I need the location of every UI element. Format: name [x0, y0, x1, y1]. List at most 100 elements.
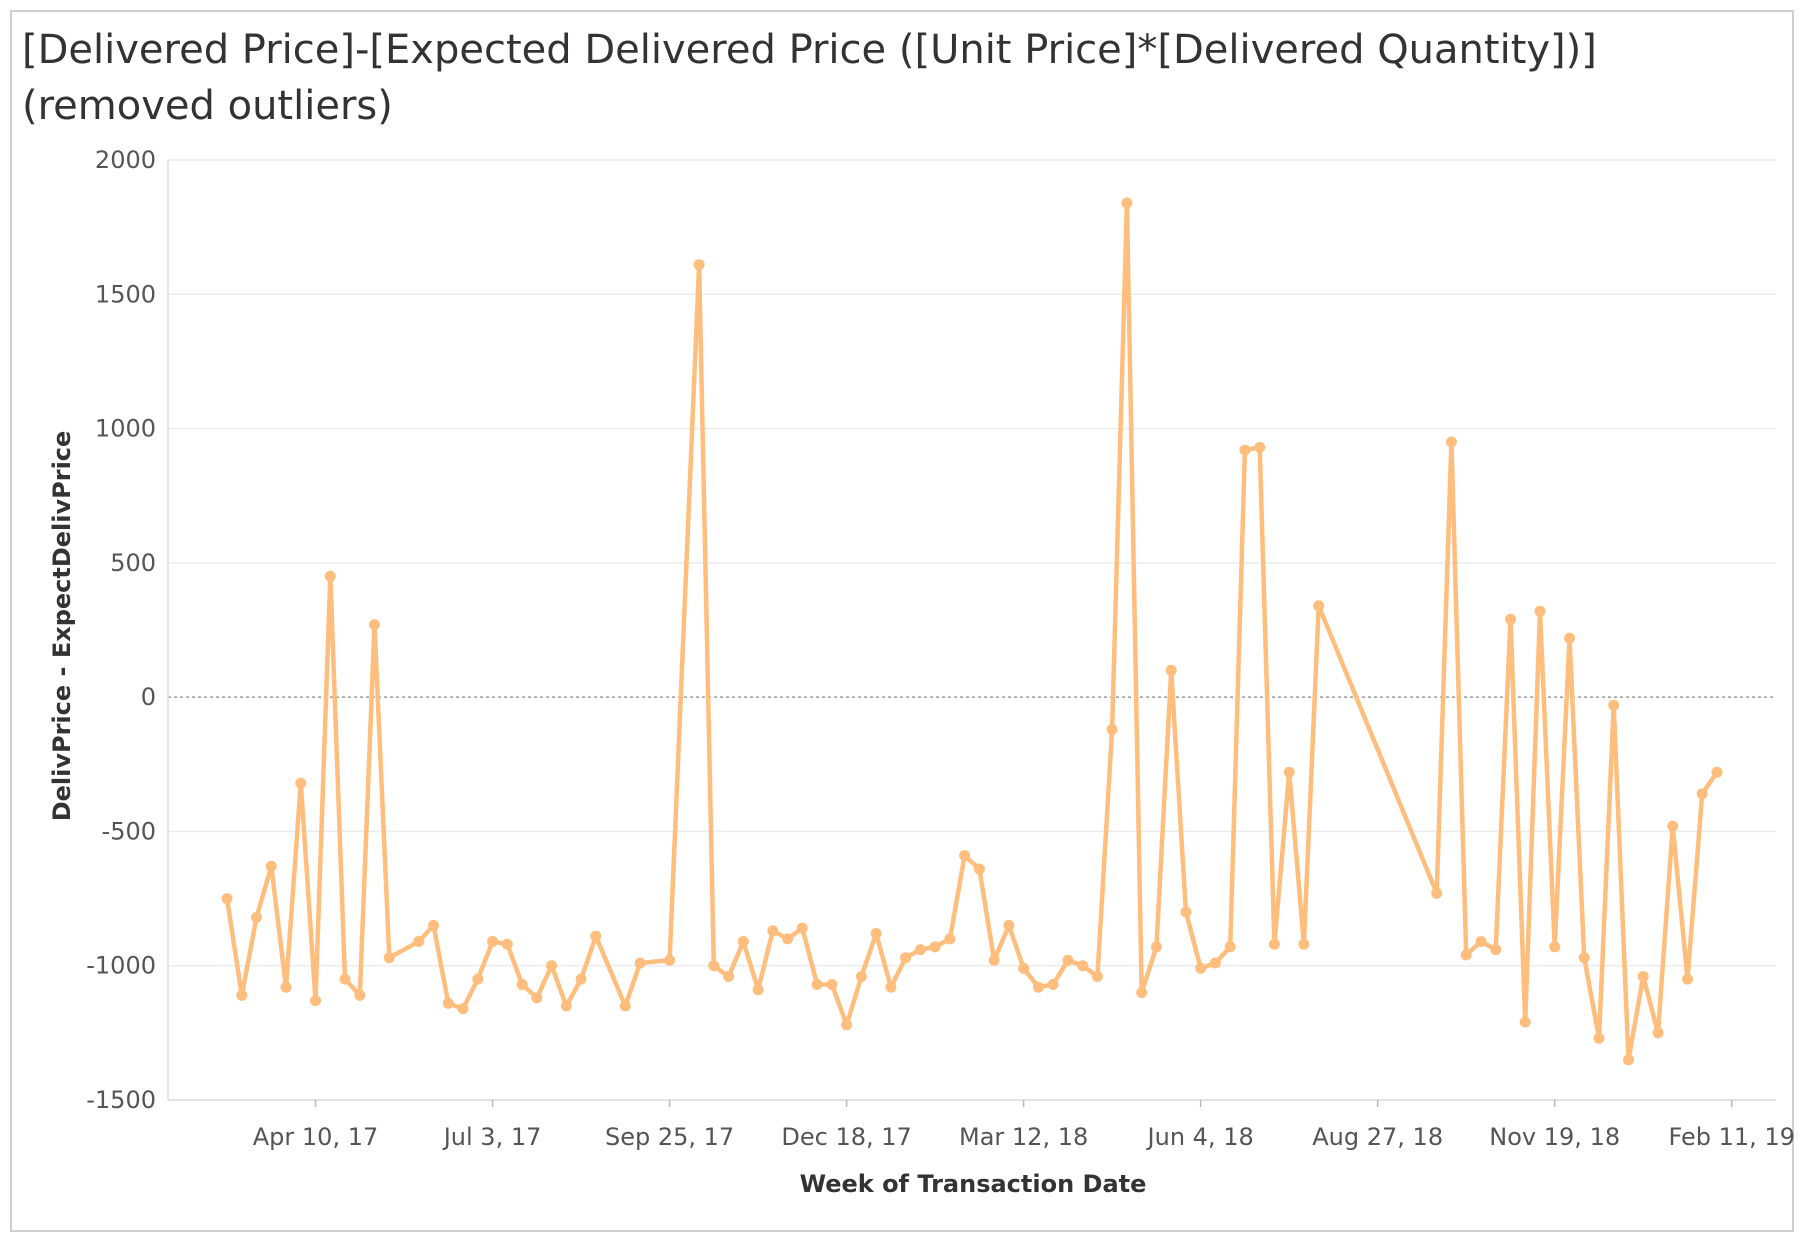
data-point	[1254, 441, 1266, 453]
data-point	[1490, 944, 1502, 956]
data-point	[767, 925, 779, 937]
data-point	[1313, 600, 1325, 612]
data-point	[1475, 936, 1487, 947]
y-tick-label: -1000	[86, 952, 156, 980]
y-axis-title: DelivPrice - ExpectDelivPrice	[48, 431, 76, 822]
data-point	[546, 960, 558, 972]
data-point	[634, 957, 646, 969]
data-point	[1150, 941, 1162, 953]
data-point	[693, 259, 705, 271]
data-point	[1224, 941, 1236, 953]
series-layer	[221, 197, 1723, 1066]
data-point	[575, 973, 587, 985]
gridlines	[168, 159, 1776, 1101]
data-point	[383, 952, 395, 964]
data-point	[826, 979, 838, 990]
data-point	[1239, 444, 1251, 456]
data-point	[1637, 971, 1649, 982]
data-point	[265, 860, 277, 872]
chart-title: [Delivered Price]-[Expected Delivered Pr…	[22, 27, 1597, 129]
data-point	[944, 933, 956, 945]
data-point	[221, 893, 233, 905]
data-point	[1003, 919, 1015, 931]
data-point	[1696, 788, 1708, 800]
data-point	[310, 995, 321, 1007]
data-point	[1578, 952, 1590, 964]
data-point	[1445, 436, 1457, 448]
data-point	[1519, 1016, 1531, 1028]
x-tick-label: Apr 10, 17	[253, 1123, 378, 1151]
data-point	[855, 971, 867, 982]
data-point	[531, 992, 543, 1004]
data-point	[1091, 971, 1103, 982]
data-point	[737, 936, 749, 947]
y-tick-label: 500	[110, 549, 156, 577]
data-point	[354, 989, 366, 1001]
data-point	[664, 954, 676, 966]
data-point	[280, 981, 292, 993]
data-point	[1209, 957, 1221, 969]
chart-frame	[10, 10, 1794, 1232]
data-point	[1136, 987, 1148, 999]
data-point	[959, 850, 971, 862]
data-point	[1283, 766, 1295, 778]
data-point	[442, 997, 454, 1009]
data-point	[1018, 962, 1030, 974]
data-point	[1623, 1054, 1634, 1066]
data-point	[782, 933, 794, 945]
data-point	[1460, 949, 1472, 961]
data-point	[295, 777, 307, 789]
x-tick-label: Nov 19, 18	[1489, 1123, 1620, 1151]
y-tick-label: 1000	[95, 415, 156, 443]
x-tick-label: Dec 18, 17	[781, 1123, 911, 1151]
data-point	[841, 1019, 853, 1031]
data-point	[1106, 723, 1118, 735]
data-point	[1652, 1027, 1664, 1039]
x-axis-title: Week of Transaction Date	[800, 1170, 1147, 1198]
data-point	[1549, 941, 1561, 953]
x-tick-label: Mar 12, 18	[959, 1123, 1088, 1151]
data-point	[1268, 938, 1280, 950]
data-point	[885, 981, 897, 993]
series-line	[224, 200, 1720, 1062]
data-point	[1032, 981, 1044, 993]
data-point	[487, 936, 499, 947]
data-point	[1062, 954, 1074, 966]
data-point	[929, 941, 941, 953]
data-point	[1682, 973, 1693, 985]
data-point	[619, 1000, 631, 1012]
data-point	[472, 973, 484, 985]
x-tick-label: Sep 25, 17	[605, 1123, 734, 1151]
y-tick-label: 2000	[95, 146, 156, 174]
data-point	[1608, 699, 1620, 711]
data-point	[1180, 906, 1192, 918]
data-point	[708, 960, 720, 972]
data-point	[811, 979, 823, 990]
data-point	[1195, 962, 1207, 974]
data-point	[560, 1000, 572, 1012]
data-point	[1593, 1032, 1605, 1044]
y-tick-label: -1500	[86, 1086, 156, 1114]
data-point	[1431, 887, 1443, 899]
x-tick-label: Jun 4, 18	[1146, 1123, 1254, 1151]
data-point	[1505, 613, 1516, 625]
data-point	[723, 971, 735, 982]
data-point	[1298, 938, 1310, 950]
data-point	[914, 944, 926, 956]
data-point	[516, 979, 528, 990]
data-point	[1121, 197, 1133, 209]
y-tick-label: 0	[141, 683, 156, 711]
data-point	[369, 619, 380, 631]
y-tick-label: -500	[102, 817, 156, 845]
data-point	[501, 938, 513, 950]
data-point	[251, 911, 262, 923]
data-point	[988, 954, 1000, 966]
data-point	[1711, 766, 1723, 778]
data-point	[1077, 960, 1089, 972]
data-point	[324, 570, 336, 582]
y-tick-label: 1500	[95, 280, 156, 308]
data-point	[590, 930, 602, 942]
x-tick-label: Aug 27, 18	[1312, 1123, 1443, 1151]
data-point	[1667, 820, 1679, 832]
data-point	[1165, 664, 1177, 676]
